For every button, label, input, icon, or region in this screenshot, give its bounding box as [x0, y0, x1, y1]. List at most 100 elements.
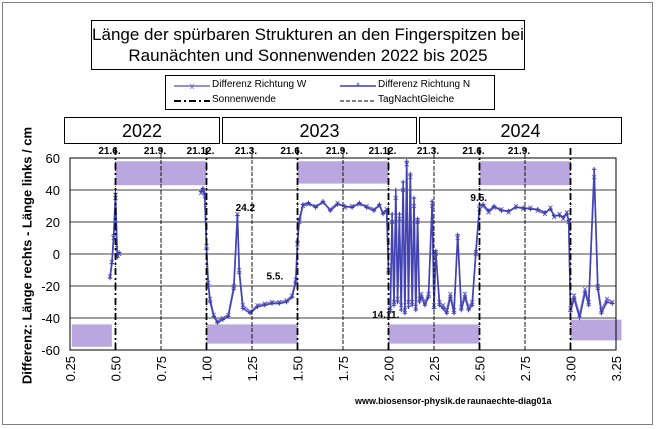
series-point-1-1-25: [306, 200, 311, 205]
band-0: [71, 324, 112, 347]
svg-text:x: x: [190, 81, 195, 91]
y-tick-label-3: 0: [53, 247, 60, 262]
series-point-1-1-35: [377, 202, 382, 207]
series-point-1-2-7: [400, 179, 406, 185]
text-layer: 60 40 20 0 -20 -40 -600.25 0.50 0.75 1.00 1.25 1.50…: [41, 146, 624, 381]
series-point-0-2-52: [571, 293, 577, 298]
series-point-1-1-7: [215, 320, 220, 325]
series-point-1-1-32: [357, 200, 362, 205]
legend-swatch-tagnacht: [340, 100, 376, 102]
x-tick-label-8: 2.25: [427, 356, 442, 381]
series-point-1-1-15: [255, 304, 260, 309]
series-point-1-1-6: [211, 314, 216, 319]
x-tick-label-10: 2.75: [518, 356, 533, 381]
series-point-1-1-0: [198, 189, 204, 194]
chart-title-line-2: Raunächten und Sonnenwenden 2022 bis 202…: [128, 46, 488, 65]
series-point-1-2-43: [535, 207, 540, 212]
series-point-1-1-13: [240, 306, 246, 311]
series-point-1-2-28: [455, 232, 460, 237]
series-point-0-2-54: [582, 286, 588, 292]
series-point-1-2-56: [591, 167, 597, 172]
series-point-1-1-16: [262, 303, 267, 308]
legend-item-tagnacht: TagNachtGleiche: [338, 94, 488, 108]
year-box-2024: 2024: [419, 117, 622, 144]
series-point-1-2-4: [395, 299, 400, 305]
series-line-0-2: [389, 164, 613, 316]
legend-item-sonnenwende: Sonnenwende: [172, 94, 332, 108]
x-tick-label-7: 2.00: [382, 356, 397, 381]
series-point-1-1-8: [220, 317, 226, 322]
annotation-2: 14.11.: [372, 310, 399, 321]
credit-site: www.biosensor-physik.de: [355, 396, 466, 406]
series-point-1-1-11: [235, 213, 240, 218]
series-point-1-1-1: [200, 186, 206, 191]
series-point-1-2-5: [397, 211, 402, 217]
series-point-1-2-13: [411, 195, 417, 201]
top-date-label-4: 21.6.: [280, 146, 302, 157]
top-date-label-1: 21.9.: [144, 146, 166, 157]
series-point-1-2-0: [388, 309, 393, 314]
legend: x Differenz Richtung W * Differenz Richt…: [165, 75, 495, 110]
series-point-1-2-41: [520, 205, 526, 210]
legend-label-sonnenwende: Sonnenwende: [212, 94, 276, 105]
series-point-1-2-19: [426, 295, 431, 300]
top-date-label-2: 21.12.: [187, 146, 215, 157]
series-point-1-0-5: [116, 250, 122, 255]
y-tick-label-5: -40: [41, 311, 60, 326]
x-tick-label-1: 0.50: [109, 356, 124, 381]
series-point-1-2-45: [548, 207, 553, 212]
series-point-1-1-36: [380, 211, 386, 217]
legend-swatch-sonnenwende: [174, 100, 210, 102]
legend-label-tagnacht: TagNachtGleiche: [378, 94, 455, 105]
series-point-1-2-12: [409, 303, 415, 308]
series-point-1-1-19: [284, 299, 289, 305]
annotation-0: 24.2: [236, 203, 256, 214]
series-point-1-1-28: [328, 208, 333, 213]
series-point-1-1-21: [293, 280, 298, 285]
series-point-1-1-17: [269, 301, 275, 306]
series-point-1-2-27: [451, 311, 457, 316]
annotation-3: 9.5.: [470, 193, 487, 204]
series-point-1-2-59: [604, 299, 610, 305]
series-point-1-1-20: [289, 295, 295, 300]
series-point-1-2-54: [582, 290, 588, 295]
top-date-label-8: 21.6.: [462, 146, 484, 157]
series-point-1-2-49: [564, 211, 570, 217]
series-point-1-2-20: [429, 199, 435, 204]
legend-swatch-n: *: [340, 81, 376, 91]
top-date-label-9: 21.9.: [508, 146, 530, 157]
series-point-1-1-31: [349, 205, 355, 210]
season-lines-layer: [114, 148, 572, 350]
series-point-1-2-31: [466, 307, 471, 313]
x-tick-label-2: 0.75: [154, 356, 169, 381]
x-tick-label-9: 2.50: [473, 356, 488, 381]
x-tick-label-6: 1.75: [336, 356, 351, 381]
series-point-0-2-30: [462, 291, 468, 297]
series-point-1-2-23: [437, 303, 442, 308]
series-point-1-2-32: [470, 303, 475, 308]
chart-title: Länge der spürbaren Strukturen an den Fi…: [91, 20, 525, 70]
top-date-label-7: 21.3.: [417, 146, 439, 157]
series-point-1-2-42: [528, 207, 533, 212]
series-point-1-2-40: [513, 205, 519, 210]
top-date-label-6: 21.12.: [369, 146, 397, 157]
series-point-1-1-18: [277, 301, 282, 306]
series-point-1-2-44: [542, 210, 548, 215]
series-point-0-2-26: [448, 291, 453, 297]
series-point-1-0-1: [109, 261, 115, 266]
top-date-label-5: 21.9.: [326, 146, 348, 157]
legend-swatch-w: x: [174, 81, 210, 91]
series-point-1-2-48: [561, 215, 566, 220]
series-point-1-2-18: [422, 303, 428, 308]
series-point-1-1-27: [320, 199, 326, 204]
series-point-1-2-38: [499, 208, 504, 213]
legend-item-n: * Differenz Richtung N: [338, 79, 488, 93]
series-point-1-2-60: [610, 301, 615, 306]
series-point-1-2-57: [595, 287, 600, 292]
series-point-1-1-9: [226, 314, 231, 319]
y-tick-label-6: -60: [41, 343, 60, 358]
x-tick-label-4: 1.25: [245, 356, 260, 381]
series-point-1-2-15: [415, 216, 420, 221]
series-point-1-2-26: [448, 295, 453, 300]
